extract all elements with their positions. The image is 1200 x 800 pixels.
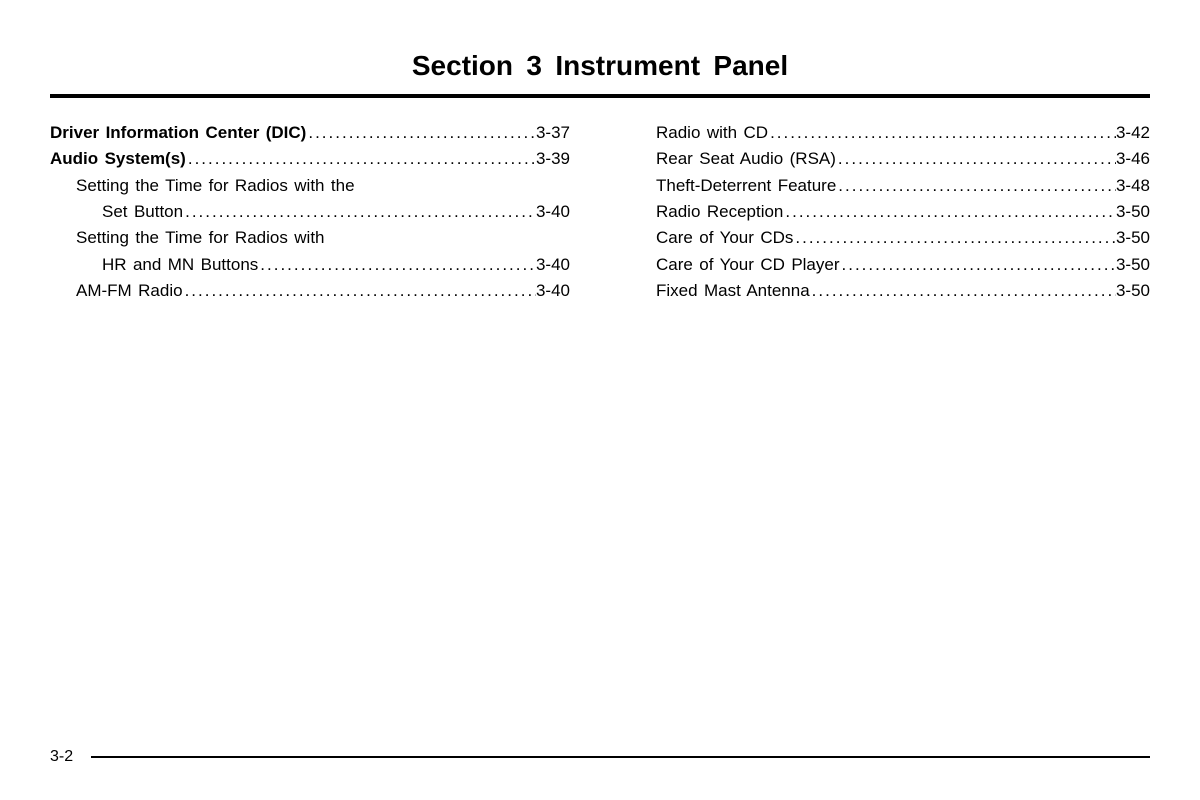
toc-leader-dots: ........................................… xyxy=(183,278,536,304)
toc-page-ref: 3-37 xyxy=(536,120,570,146)
toc-leader-dots: ........................................… xyxy=(810,278,1116,304)
toc-page-ref: 3-50 xyxy=(1116,199,1150,225)
toc-leader-dots: ........................................… xyxy=(186,146,536,172)
toc-entry: AM-FM Radio ............................… xyxy=(50,278,570,304)
toc-page-ref: 3-40 xyxy=(536,252,570,278)
toc-label: Driver Information Center (DIC) xyxy=(50,120,306,146)
toc-entry: Driver Information Center (DIC) ........… xyxy=(50,120,570,146)
toc-entry-wrap-line1: Setting the Time for Radios with the xyxy=(50,173,570,199)
toc-entry: Radio with CD ..........................… xyxy=(630,120,1150,146)
toc-column-left: Driver Information Center (DIC) ........… xyxy=(50,120,570,304)
toc-leader-dots: ........................................… xyxy=(836,173,1116,199)
toc-label: Theft-Deterrent Feature xyxy=(656,173,836,199)
toc-page-ref: 3-40 xyxy=(536,278,570,304)
toc-label: Set Button xyxy=(102,199,183,225)
toc-entry-wrap-line1: Setting the Time for Radios with xyxy=(50,225,570,251)
toc-entry: Radio Reception ........................… xyxy=(630,199,1150,225)
toc-leader-dots: ........................................… xyxy=(258,252,536,278)
section-title: Section 3 Instrument Panel xyxy=(50,50,1150,82)
toc-page-ref: 3-50 xyxy=(1116,252,1150,278)
toc-page-ref: 3-42 xyxy=(1116,120,1150,146)
toc-entry: Fixed Mast Antenna .....................… xyxy=(630,278,1150,304)
page-number: 3-2 xyxy=(50,748,73,766)
toc-label: Audio System(s) xyxy=(50,146,186,172)
toc-label: Radio with CD xyxy=(656,120,768,146)
toc-entry: Audio System(s) ........................… xyxy=(50,146,570,172)
title-rule xyxy=(50,94,1150,98)
toc-leader-dots: ........................................… xyxy=(306,120,536,146)
toc-label: Rear Seat Audio (RSA) xyxy=(656,146,836,172)
toc-label: Radio Reception xyxy=(656,199,783,225)
toc-page-ref: 3-50 xyxy=(1116,278,1150,304)
toc-leader-dots: ........................................… xyxy=(836,146,1116,172)
page-footer: 3-2 xyxy=(50,748,1150,770)
toc-entry: Set Button .............................… xyxy=(50,199,570,225)
toc-leader-dots: ........................................… xyxy=(768,120,1116,146)
toc-label: AM-FM Radio xyxy=(76,278,183,304)
toc-label: Care of Your CDs xyxy=(656,225,793,251)
toc-column-right: Radio with CD ..........................… xyxy=(630,120,1150,304)
toc-page-ref: 3-50 xyxy=(1116,225,1150,251)
toc-entry: Rear Seat Audio (RSA) ..................… xyxy=(630,146,1150,172)
toc-entry: Care of Your CD Player .................… xyxy=(630,252,1150,278)
toc-leader-dots: ........................................… xyxy=(840,252,1116,278)
toc-page-ref: 3-46 xyxy=(1116,146,1150,172)
document-page: Section 3 Instrument Panel Driver Inform… xyxy=(0,0,1200,800)
toc-columns: Driver Information Center (DIC) ........… xyxy=(50,120,1150,304)
toc-entry: Care of Your CDs .......................… xyxy=(630,225,1150,251)
footer-rule xyxy=(91,756,1150,758)
toc-label: HR and MN Buttons xyxy=(102,252,258,278)
toc-leader-dots: ........................................… xyxy=(783,199,1116,225)
toc-leader-dots: ........................................… xyxy=(793,225,1116,251)
toc-label: Care of Your CD Player xyxy=(656,252,840,278)
toc-entry: HR and MN Buttons ......................… xyxy=(50,252,570,278)
toc-page-ref: 3-48 xyxy=(1116,173,1150,199)
toc-page-ref: 3-40 xyxy=(536,199,570,225)
toc-entry: Theft-Deterrent Feature ................… xyxy=(630,173,1150,199)
toc-leader-dots: ........................................… xyxy=(183,199,536,225)
toc-label: Fixed Mast Antenna xyxy=(656,278,810,304)
toc-page-ref: 3-39 xyxy=(536,146,570,172)
